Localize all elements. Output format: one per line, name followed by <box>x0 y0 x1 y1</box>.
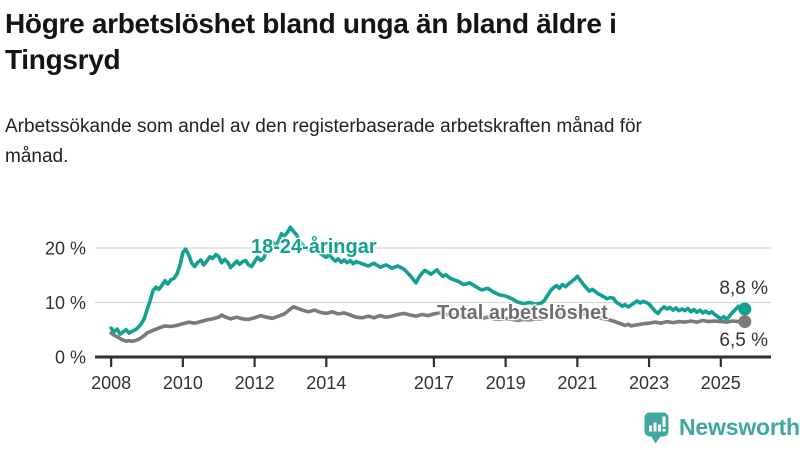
x-axis-tick-label: 2017 <box>414 373 454 393</box>
series-label-total: Total arbetslöshet <box>437 302 608 324</box>
newsworthy-bubble-chart-icon <box>644 412 669 444</box>
x-axis-tick-label: 2012 <box>235 373 275 393</box>
chart-subtitle: Arbetssökande som andel av den registerb… <box>5 116 642 167</box>
total-series-line <box>109 305 747 344</box>
x-axis-tick-label: 2025 <box>701 373 741 393</box>
y-axis-tick-label: 0 % <box>55 348 86 368</box>
youth-series-line <box>109 225 747 336</box>
end-value-total: 6,5 % <box>719 330 768 351</box>
series-label-youth: 18-24-åringar <box>251 236 377 258</box>
x-axis-tick-label: 2008 <box>91 373 131 393</box>
end-value-youth: 8,8 % <box>719 278 768 299</box>
total-series-end-dot <box>738 315 752 329</box>
y-axis-tick-label: 10 % <box>45 293 86 313</box>
x-axis-tick-label: 2019 <box>486 373 526 393</box>
x-axis-tick-label: 2014 <box>306 373 346 393</box>
x-axis-tick-label: 2010 <box>163 373 203 393</box>
x-axis-tick-label: 2021 <box>557 373 597 393</box>
page-title: Högre arbetslöshet bland unga än bland ä… <box>5 8 617 75</box>
y-axis-tick-label: 20 % <box>45 239 86 259</box>
youth-series-end-dot <box>738 302 752 316</box>
newsworthy-logo[interactable]: Newsworthy <box>644 412 800 446</box>
newsworthy-wordmark: Newsworthy <box>679 414 800 440</box>
x-axis-tick-label: 2023 <box>629 373 669 393</box>
